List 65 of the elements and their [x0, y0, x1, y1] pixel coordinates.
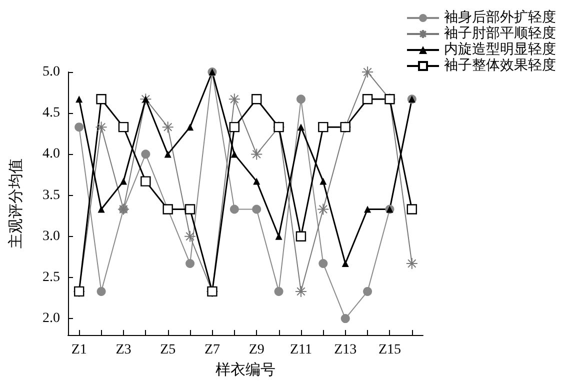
point: [184, 230, 196, 242]
point: [98, 206, 105, 213]
point: [252, 204, 262, 214]
point: [186, 124, 194, 131]
y-tick-label: 3.0: [42, 228, 60, 244]
point: [317, 203, 330, 216]
point: [184, 204, 196, 214]
x-tick-label: Z5: [160, 342, 176, 358]
point: [320, 178, 327, 185]
point: [364, 206, 372, 213]
y-tick-label: 2.5: [42, 270, 60, 285]
y-tick-label: 5.0: [42, 64, 60, 80]
y-tick-label: 4.0: [42, 146, 60, 162]
x-tick-label: Z15: [378, 342, 401, 358]
y-tick-label: 2.0: [42, 311, 60, 326]
x-tick-label: Z11: [290, 342, 312, 358]
x-tick-label: Z13: [334, 342, 357, 358]
point: [96, 94, 106, 104]
point: [95, 121, 108, 134]
point: [274, 286, 284, 296]
point: [230, 150, 238, 158]
point: [318, 122, 328, 132]
point: [362, 94, 373, 104]
point: [342, 260, 349, 267]
point: [406, 204, 418, 214]
point: [362, 66, 374, 78]
x-tick-label: Z9: [248, 342, 264, 358]
point: [230, 204, 239, 214]
point: [318, 259, 328, 268]
point: [164, 150, 172, 158]
x-tick-label: Z3: [116, 342, 132, 358]
point: [142, 96, 150, 103]
point: [340, 314, 350, 324]
legend-label: 袖身后部外扩轻度: [444, 10, 556, 26]
point: [141, 150, 150, 159]
point: [186, 259, 195, 268]
point: [406, 257, 418, 270]
legend-label: 袖子整体效果轻度: [444, 58, 556, 74]
point: [118, 122, 129, 132]
point: [140, 176, 151, 186]
point: [96, 286, 106, 296]
point: [229, 122, 240, 132]
point: [140, 93, 152, 106]
point: [296, 231, 306, 242]
x-tick-label: Z1: [71, 342, 87, 358]
point: [297, 124, 304, 131]
y-tick-label: 4.5: [42, 106, 60, 121]
point: [251, 94, 262, 104]
x-tick-label: Z7: [204, 342, 220, 358]
y-axis-title: 主观评分均值: [8, 158, 24, 248]
point: [120, 178, 127, 185]
y-tick-label: 3.5: [42, 188, 60, 203]
point: [74, 122, 84, 132]
point: [228, 93, 240, 106]
point: [162, 121, 174, 134]
point: [363, 286, 372, 296]
point: [253, 178, 260, 185]
legend-label: 内旋造型明显轻度: [444, 42, 556, 58]
point: [250, 148, 263, 160]
point: [275, 232, 282, 240]
legend-label: 袖子肘部平顺轻度: [444, 26, 556, 42]
point: [294, 285, 307, 298]
point: [76, 96, 83, 103]
point: [296, 94, 306, 104]
x-axis-title: 样衣编号: [216, 362, 276, 378]
